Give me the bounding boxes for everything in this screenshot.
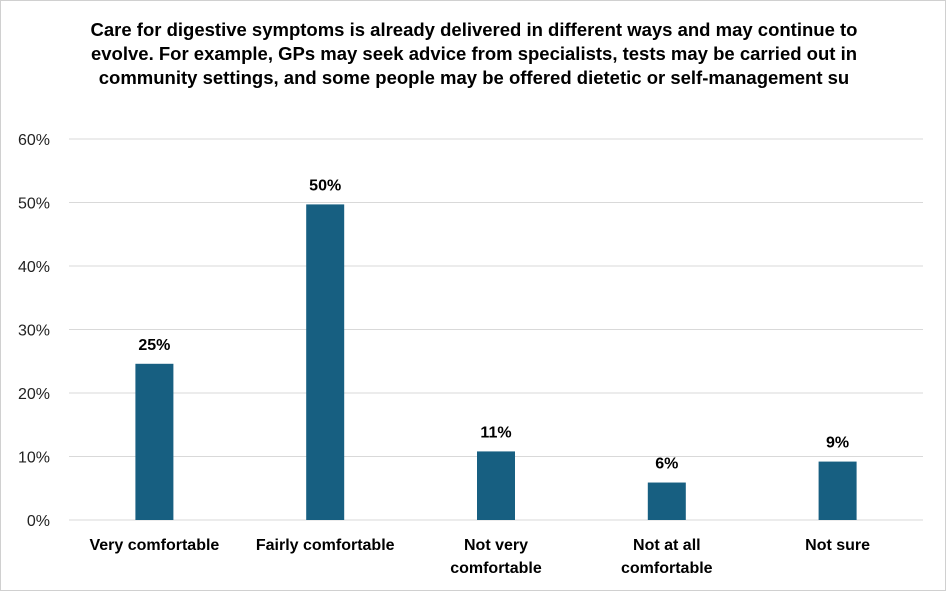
- x-tick-label: Not sure: [805, 537, 870, 554]
- x-tick-label-line: Not sure: [805, 537, 870, 554]
- bar: [818, 461, 857, 520]
- x-tick-label-line: Not very: [464, 537, 528, 554]
- x-tick-label-line: comfortable: [450, 560, 542, 577]
- y-tick-label: 30%: [18, 323, 50, 340]
- x-tick-label: Very comfortable: [89, 537, 219, 554]
- y-tick-label: 60%: [18, 132, 50, 149]
- data-label: 25%: [138, 337, 170, 354]
- y-tick-label: 20%: [18, 386, 50, 403]
- y-tick-label: 0%: [27, 513, 50, 530]
- y-tick-label: 40%: [18, 259, 50, 276]
- bar: [135, 363, 174, 520]
- x-tick-label-line: comfortable: [621, 560, 713, 577]
- x-tick-label: Not very comfortable: [450, 537, 542, 577]
- y-tick-label: 10%: [18, 450, 50, 467]
- x-tick-label: Fairly comfortable: [256, 537, 395, 554]
- data-label: 11%: [480, 424, 511, 441]
- x-tick-label-line: Fairly comfortable: [256, 537, 395, 554]
- bar: [306, 204, 345, 520]
- x-tick-label-line: Very comfortable: [89, 537, 219, 554]
- data-label: 6%: [655, 456, 678, 473]
- x-tick-label-line: Not at all: [633, 537, 701, 554]
- bar: [477, 451, 515, 520]
- y-tick-label: 50%: [18, 196, 50, 213]
- bar: [647, 482, 686, 520]
- data-label: 9%: [826, 435, 849, 452]
- x-tick-label: Not at all comfortable: [621, 537, 713, 577]
- data-label: 50%: [309, 177, 341, 194]
- chart-title: Care for digestive symptoms is already d…: [90, 19, 858, 88]
